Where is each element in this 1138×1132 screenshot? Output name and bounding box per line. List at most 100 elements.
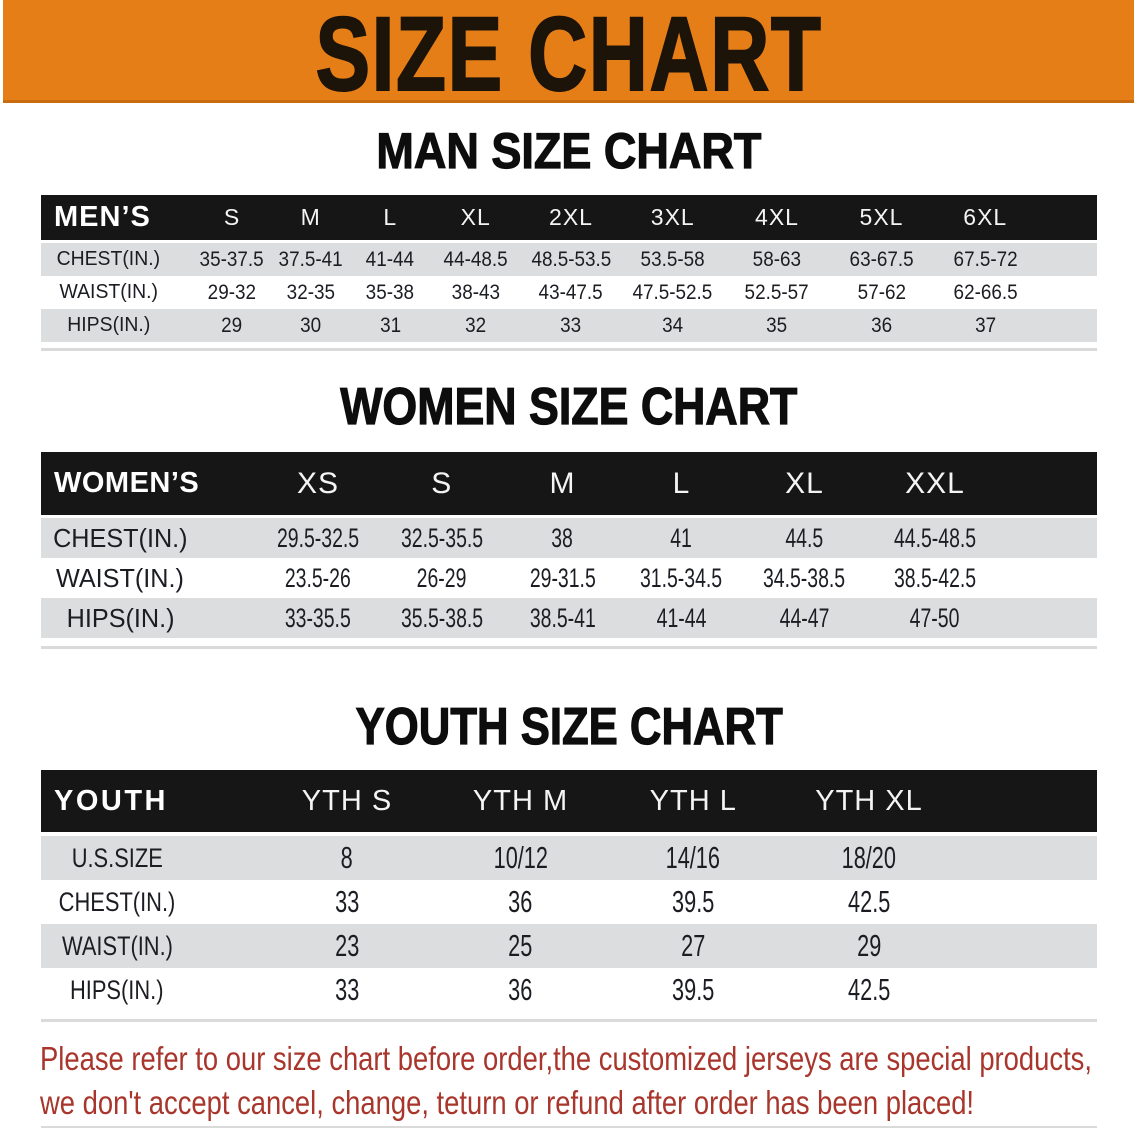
data-cell: 42.5 — [780, 968, 958, 1012]
data-cell: 35-38 — [350, 276, 431, 309]
data-value: 30 — [300, 313, 322, 337]
data-cell: 47-50 — [868, 598, 1002, 638]
data-value: 63-67.5 — [849, 247, 914, 271]
row-label-cell: WAIST(IN.) — [41, 924, 260, 968]
size-column-header: L — [350, 195, 431, 240]
size-column-header: M — [503, 452, 622, 515]
data-value: 58-63 — [752, 247, 802, 271]
spacer-cell — [958, 968, 1097, 1012]
data-value: 67.5-72 — [953, 247, 1018, 271]
data-value: 42.5 — [847, 972, 891, 1007]
data-value: 33 — [334, 972, 360, 1007]
data-value: 39.5 — [672, 884, 715, 919]
data-cell: 39.5 — [606, 880, 780, 924]
data-value: 39.5 — [672, 972, 715, 1007]
row-label: WAIST(IN.) — [61, 930, 173, 961]
data-cell: 32-35 — [271, 276, 350, 309]
data-cell: 30 — [271, 309, 350, 342]
row-label-cell: WAIST(IN.) — [41, 276, 193, 309]
row-label-cell: HIPS(IN.) — [41, 598, 256, 638]
data-value: 38.5-41 — [529, 602, 596, 633]
data-value: 8 — [340, 840, 354, 875]
data-cell: 32.5-35.5 — [380, 518, 503, 558]
data-cell: 34 — [621, 309, 725, 342]
row-label: CHEST(IN.) — [58, 886, 176, 917]
footnote-line-2: we don't accept cancel, change, teturn o… — [40, 1084, 975, 1121]
row-label: HIPS(IN.) — [70, 974, 165, 1005]
women-section-heading: WOMEN SIZE CHART — [340, 378, 798, 436]
data-value: 36 — [508, 972, 533, 1007]
data-cell: 31 — [350, 309, 431, 342]
man-section-heading: MAN SIZE CHART — [376, 123, 762, 179]
data-cell: 48.5-53.5 — [521, 243, 621, 276]
data-value: 44.5-48.5 — [893, 522, 977, 553]
footnote-line-1: Please refer to our size chart before or… — [40, 1040, 1092, 1077]
data-cell: 29 — [192, 309, 272, 342]
size-column-header: XL — [430, 195, 521, 240]
data-value: 62-66.5 — [953, 280, 1018, 304]
data-value: 23 — [334, 928, 360, 963]
data-value: 38 — [551, 522, 574, 553]
data-value: 36 — [508, 884, 533, 919]
row-label: HIPS(IN.) — [67, 314, 151, 336]
banner-title: SIZE CHART — [314, 0, 822, 113]
data-cell: 34.5-38.5 — [741, 558, 868, 598]
youth-size-table: YOUTH YTH S YTH M YTH L YTH XL U.S.SIZE 8 10/12… — [41, 770, 1097, 1012]
table-row: CHEST(IN.) 29.5-32.5 32.5-35.5 38 41 44.5 44.5… — [41, 518, 1097, 558]
data-cell: 35.5-38.5 — [380, 598, 503, 638]
data-cell: 29-32 — [192, 276, 272, 309]
data-value: 52.5-57 — [744, 280, 810, 304]
bottom-rule — [41, 1126, 1097, 1128]
data-cell: 44.5-48.5 — [868, 518, 1002, 558]
data-cell: 26-29 — [380, 558, 503, 598]
data-value: 27 — [681, 928, 706, 963]
data-cell: 44-47 — [741, 598, 868, 638]
row-label: CHEST(IN.) — [52, 522, 188, 553]
data-cell: 52.5-57 — [724, 276, 830, 309]
data-cell: 44-48.5 — [430, 243, 521, 276]
data-cell: 38.5-41 — [503, 598, 622, 638]
data-value: 33 — [560, 313, 582, 337]
data-cell: 18/20 — [780, 836, 958, 880]
size-column-header: XS — [255, 452, 381, 515]
data-value: 48.5-53.5 — [531, 247, 611, 271]
table-row: CHEST(IN.) 35-37.5 37.5-41 41-44 44-48.5 48.5… — [41, 243, 1097, 276]
data-value: 25 — [508, 928, 533, 963]
data-value: 33 — [334, 884, 360, 919]
data-value: 29 — [221, 313, 243, 337]
size-column-header: XXL — [868, 452, 1002, 515]
women-table-bottom-rule — [41, 646, 1097, 649]
size-column-header: YTH M — [434, 770, 607, 832]
data-value: 32 — [465, 313, 487, 337]
data-cell: 10/12 — [434, 836, 607, 880]
size-column-header: M — [271, 195, 350, 240]
row-label: CHEST(IN.) — [57, 248, 161, 270]
data-cell: 38 — [503, 518, 622, 558]
footnote: Please refer to our size chart before or… — [40, 1037, 1138, 1125]
table-header-label: MEN’S — [41, 195, 193, 240]
data-value: 44-47 — [779, 602, 830, 633]
data-value: 29-31.5 — [529, 562, 596, 593]
data-value: 26-29 — [416, 562, 467, 593]
row-label: WAIST(IN.) — [59, 281, 158, 303]
data-cell: 36 — [829, 309, 934, 342]
data-cell: 41-44 — [622, 598, 741, 638]
size-column-header: YTH S — [259, 770, 435, 832]
data-value: 35 — [766, 313, 788, 337]
data-value: 29 — [856, 928, 882, 963]
spacer-cell — [1002, 452, 1097, 515]
table-row: WAIST(IN.) 29-32 32-35 35-38 38-43 43-47.5 47.… — [41, 276, 1097, 309]
data-cell: 47.5-52.5 — [621, 276, 725, 309]
data-value: 47-50 — [910, 602, 960, 633]
size-column-header: 4XL — [724, 195, 830, 240]
data-value: 35.5-38.5 — [400, 602, 483, 633]
men-table-bottom-rule — [41, 348, 1097, 351]
table-header-row: MEN’S S M L XL 2XL 3XL 4XL 5XL 6XL — [41, 195, 1097, 240]
data-value: 57-62 — [857, 280, 906, 304]
data-value: 34 — [662, 313, 684, 337]
data-cell: 38-43 — [430, 276, 521, 309]
data-cell: 43-47.5 — [521, 276, 621, 309]
data-cell: 32 — [430, 309, 521, 342]
data-cell: 37 — [933, 309, 1037, 342]
size-column-header: S — [192, 195, 272, 240]
